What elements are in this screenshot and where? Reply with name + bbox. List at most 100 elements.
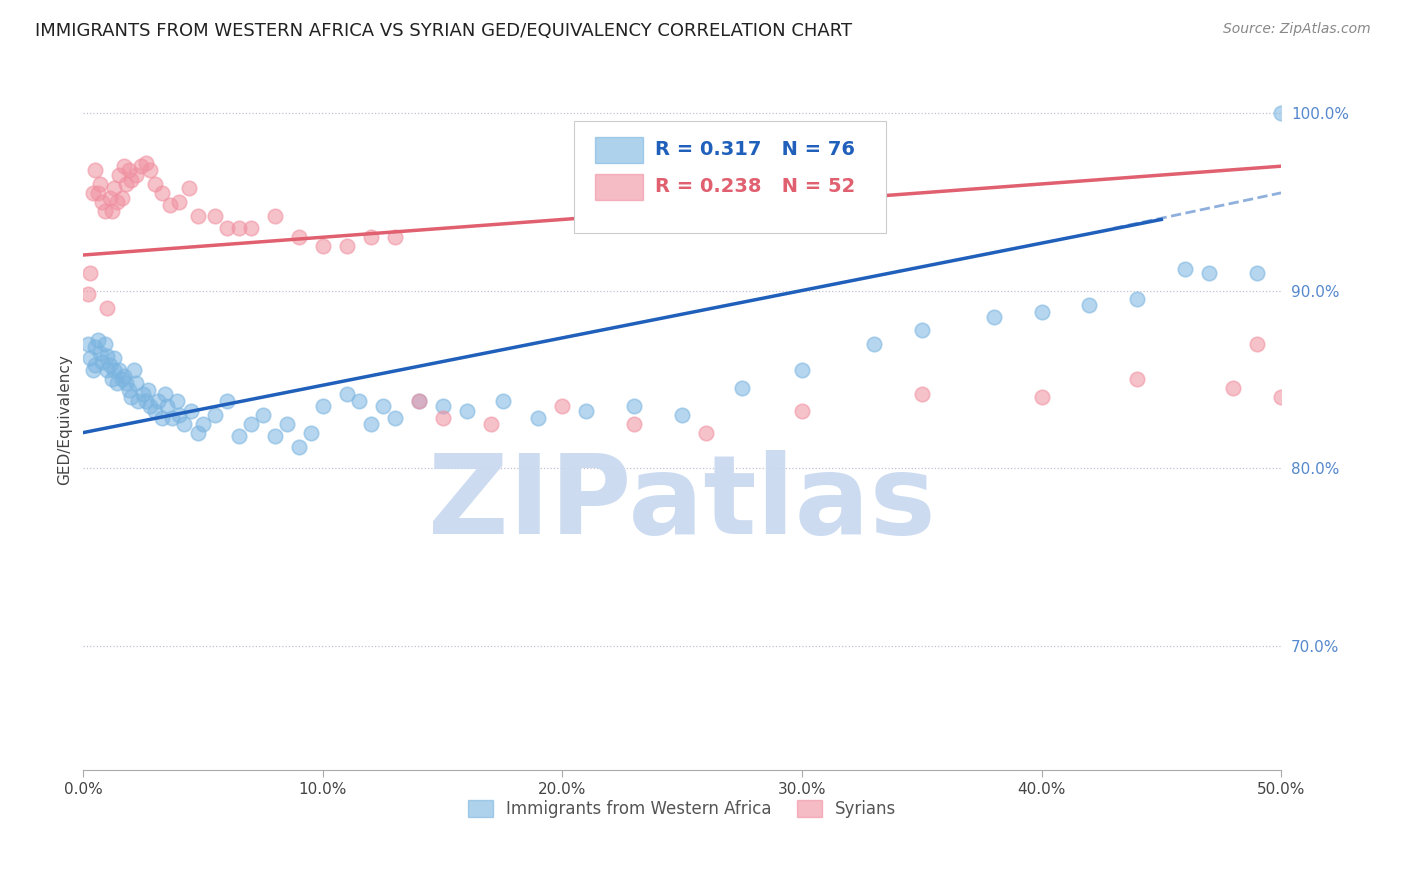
Point (156, 399, 179, 413)
Point (1270, 106, 1292, 120)
Point (167, 194, 190, 209)
Point (204, 408, 226, 422)
Point (371, 399, 394, 413)
Point (1198, 266, 1220, 280)
Point (82, 186, 104, 200)
Point (983, 310, 1005, 325)
Point (790, 363, 813, 377)
Text: IMMIGRANTS FROM WESTERN AFRICA VS SYRIAN GED/EQUIVALENCY CORRELATION CHART: IMMIGRANTS FROM WESTERN AFRICA VS SYRIAN… (35, 22, 852, 40)
Point (77, 287, 100, 301)
Point (623, 399, 645, 413)
Point (1222, 381, 1244, 395)
Point (228, 221, 250, 235)
Point (575, 404, 598, 418)
Point (288, 230, 311, 244)
Point (89, 177, 111, 191)
Point (1078, 298, 1101, 312)
Point (228, 429, 250, 443)
Point (115, 376, 138, 390)
Point (96, 301, 118, 316)
Point (132, 386, 155, 401)
Point (1246, 266, 1268, 280)
Point (159, 198, 181, 212)
Point (911, 386, 934, 401)
Point (146, 393, 169, 408)
Point (136, 383, 159, 397)
FancyBboxPatch shape (595, 136, 643, 163)
Point (77, 336, 100, 351)
Point (150, 186, 173, 200)
Text: R = 0.238   N = 52: R = 0.238 N = 52 (655, 177, 855, 196)
Point (167, 408, 190, 422)
Point (215, 221, 238, 235)
Point (82, 363, 104, 377)
Point (191, 417, 214, 431)
Point (84, 358, 107, 372)
Point (215, 393, 238, 408)
Point (111, 191, 134, 205)
Point (98, 191, 121, 205)
Point (408, 393, 430, 408)
Legend: Immigrants from Western Africa, Syrians: Immigrants from Western Africa, Syrians (461, 793, 903, 825)
Point (312, 239, 335, 253)
Point (120, 390, 142, 404)
Point (143, 404, 166, 418)
Point (143, 177, 166, 191)
Point (671, 408, 693, 422)
Point (103, 363, 125, 377)
Point (360, 417, 382, 431)
Point (288, 440, 311, 454)
Point (105, 194, 128, 209)
Point (790, 404, 813, 418)
Point (240, 221, 263, 235)
Point (360, 230, 382, 244)
Point (103, 351, 125, 365)
FancyBboxPatch shape (575, 121, 886, 234)
Point (125, 376, 148, 390)
Point (101, 372, 124, 386)
Point (1246, 336, 1268, 351)
Point (79, 266, 101, 280)
Point (118, 162, 141, 177)
Point (139, 162, 162, 177)
Point (384, 230, 406, 244)
Point (240, 417, 263, 431)
Point (731, 381, 754, 395)
Point (911, 322, 934, 336)
Text: ZIPatlas: ZIPatlas (429, 450, 936, 557)
Point (112, 368, 135, 383)
Point (456, 404, 478, 418)
Point (187, 209, 209, 223)
Point (1174, 262, 1197, 277)
Point (101, 203, 124, 218)
Point (91, 194, 114, 209)
Point (94, 203, 117, 218)
Point (111, 372, 134, 386)
Point (336, 386, 359, 401)
Point (347, 393, 370, 408)
Point (129, 159, 152, 173)
Point (118, 383, 141, 397)
Point (98, 358, 121, 372)
Point (96, 349, 118, 363)
Point (139, 399, 162, 413)
Point (96, 363, 118, 377)
Point (150, 411, 173, 425)
Point (204, 209, 226, 223)
Point (623, 417, 645, 431)
Point (160, 411, 183, 425)
Point (1031, 390, 1053, 404)
Point (86, 186, 108, 200)
Point (166, 393, 188, 408)
Point (108, 363, 131, 377)
Point (264, 429, 287, 443)
Point (276, 417, 298, 431)
Point (551, 399, 574, 413)
Point (479, 417, 502, 431)
Point (108, 168, 131, 182)
Text: R = 0.317   N = 76: R = 0.317 N = 76 (655, 140, 855, 160)
Point (105, 376, 128, 390)
Point (336, 239, 359, 253)
Point (1031, 305, 1053, 319)
Point (264, 209, 287, 223)
